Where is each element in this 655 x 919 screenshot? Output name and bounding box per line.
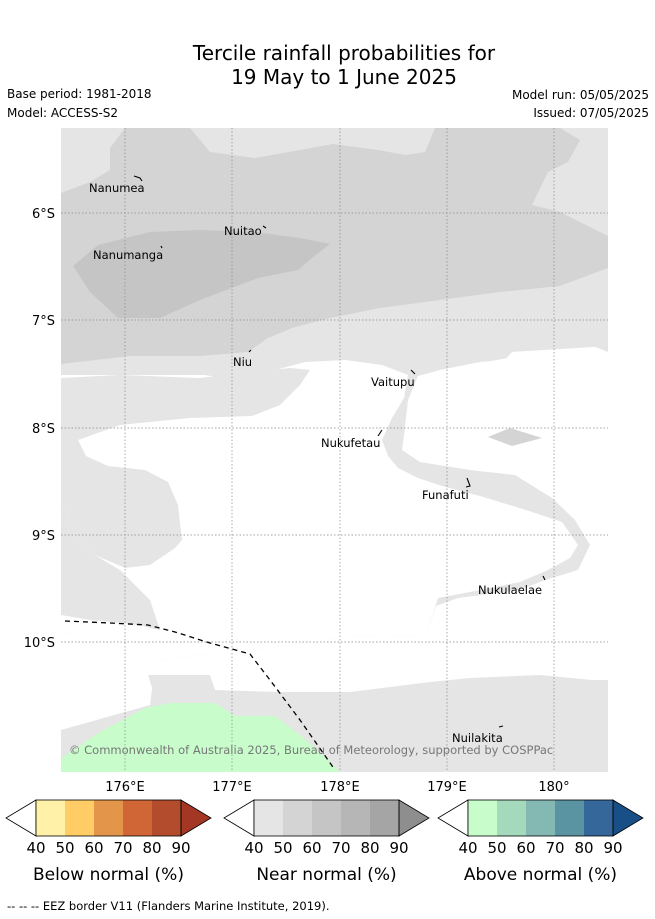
lon-label-179e: 179°E bbox=[427, 780, 467, 795]
above-normal-colorbar-extend-high bbox=[612, 799, 644, 837]
nanumea-coast bbox=[133, 175, 143, 182]
no-dominant-category-region bbox=[61, 360, 578, 662]
nuitao-coast bbox=[262, 225, 267, 229]
model-run-label: Model run: 05/05/2025 bbox=[511, 88, 649, 102]
near-normal-colorbar-band bbox=[254, 800, 283, 836]
island-label-nukufetau: Nukufetau bbox=[321, 436, 380, 450]
legend-colorbars: 40 50 60 70 80 90 Below normal (%) 40 50 60 70 80 90… bbox=[5, 799, 644, 885]
above-normal-tick-label: 70 bbox=[545, 839, 564, 857]
page-title: Tercile rainfall probabilities for 19 Ma… bbox=[0, 41, 655, 89]
near-normal-60-region bbox=[73, 230, 330, 318]
near-normal-colorbar-band bbox=[341, 800, 370, 836]
above-normal-tick-label: 40 bbox=[458, 839, 477, 857]
near-normal-tick-label: 60 bbox=[302, 839, 321, 857]
below-normal-legend-title: Below normal (%) bbox=[33, 865, 184, 885]
lat-label-7s: 7°S bbox=[32, 314, 55, 329]
lon-label-176e: 176°E bbox=[105, 780, 145, 795]
base-period-label: Base period: 1981-2018 bbox=[7, 87, 152, 101]
below-normal-colorbar-outline bbox=[35, 799, 182, 837]
island-label-nanumanga: Nanumanga bbox=[93, 248, 163, 262]
lon-label-177e: 177°E bbox=[212, 780, 252, 795]
below-normal-colorbar-extend-high bbox=[180, 799, 212, 837]
above-normal-tick-label: 50 bbox=[487, 839, 506, 857]
vaitupu-coast bbox=[410, 369, 416, 375]
eez-border-note: -- -- -- EEZ border V11 (Flanders Marine… bbox=[7, 899, 330, 913]
near-normal-tick-label: 90 bbox=[389, 839, 408, 857]
lat-label-9s: 9°S bbox=[32, 529, 55, 544]
above-normal-colorbar-band bbox=[584, 800, 613, 836]
above-normal-tick-label: 90 bbox=[603, 839, 622, 857]
funafuti-coast bbox=[465, 477, 471, 488]
eez-border-line bbox=[64, 620, 336, 771]
below-normal-tick-label: 70 bbox=[113, 839, 132, 857]
below-normal-tick-label: 40 bbox=[26, 839, 45, 857]
island-label-nukulaelae: Nukulaelae bbox=[478, 583, 542, 597]
below-normal-colorbar-extend-low bbox=[5, 799, 37, 837]
above-normal-colorbar-band bbox=[526, 800, 555, 836]
island-label-nuitao: Nuitao bbox=[224, 224, 262, 238]
graticule bbox=[61, 128, 608, 772]
island-label-funafuti: Funafuti bbox=[422, 488, 469, 502]
near-normal-50-patch-east bbox=[488, 428, 542, 446]
copyright-text: © Commonwealth of Australia 2025, Bureau… bbox=[69, 743, 553, 757]
nukulaelae-coast bbox=[542, 575, 546, 581]
below-normal-tick-label: 80 bbox=[142, 839, 161, 857]
below-normal-tick-label: 50 bbox=[55, 839, 74, 857]
near-normal-tick-label: 70 bbox=[331, 839, 350, 857]
above-normal-colorbar-outline bbox=[467, 799, 614, 837]
near-normal-colorbar-band bbox=[312, 800, 341, 836]
island-label-niu: Niu bbox=[233, 355, 252, 369]
title-line-2: 19 May to 1 June 2025 bbox=[231, 65, 457, 89]
near-normal-tick-label: 80 bbox=[360, 839, 379, 857]
lat-label-6s: 6°S bbox=[32, 207, 55, 222]
below-normal-colorbar-band bbox=[94, 800, 123, 836]
niu-coast bbox=[248, 349, 252, 353]
below-normal-colorbar-band bbox=[65, 800, 94, 836]
above-normal-tick-label: 80 bbox=[574, 839, 593, 857]
near-normal-colorbar-band bbox=[370, 800, 399, 836]
model-label: Model: ACCESS-S2 bbox=[7, 106, 119, 120]
above-normal-colorbar-band bbox=[497, 800, 526, 836]
nukufetau-coast bbox=[377, 429, 383, 437]
below-normal-colorbar-band bbox=[152, 800, 181, 836]
lat-label-10s: 10°S bbox=[24, 636, 55, 651]
above-normal-colorbar-band bbox=[555, 800, 584, 836]
below-normal-colorbar-band bbox=[123, 800, 152, 836]
lat-label-8s: 8°S bbox=[32, 422, 55, 437]
white-strip-south bbox=[61, 675, 152, 730]
island-label-nuilakita: Nuilakita bbox=[452, 731, 503, 745]
near-normal-tick-label: 40 bbox=[244, 839, 263, 857]
nanumanga-coast bbox=[160, 245, 163, 249]
near-normal-50-region bbox=[61, 128, 608, 364]
nuilakita-coast bbox=[498, 725, 504, 728]
island-label-nanumea: Nanumea bbox=[89, 181, 145, 195]
probability-shading bbox=[61, 128, 608, 772]
below-normal-tick-label: 60 bbox=[84, 839, 103, 857]
above-normal-colorbar-extend-low bbox=[437, 799, 469, 837]
lon-label-180: 180° bbox=[538, 780, 569, 795]
near-normal-colorbar-band bbox=[283, 800, 312, 836]
near-normal-legend-title: Near normal (%) bbox=[256, 865, 396, 885]
near-normal-colorbar-extend-high bbox=[398, 799, 430, 837]
issued-label: Issued: 07/05/2025 bbox=[533, 106, 649, 120]
white-strip-east bbox=[440, 347, 608, 398]
above-normal-tick-label: 60 bbox=[516, 839, 535, 857]
near-normal-colorbar-outline bbox=[253, 799, 400, 837]
lon-label-178e: 178°E bbox=[320, 780, 360, 795]
grey-island-west bbox=[61, 368, 310, 568]
above-normal-colorbar-band bbox=[468, 800, 497, 836]
near-normal-colorbar-extend-low bbox=[223, 799, 255, 837]
title-line-1: Tercile rainfall probabilities for bbox=[192, 41, 496, 65]
above-normal-legend-title: Above normal (%) bbox=[464, 865, 617, 885]
island-coastlines bbox=[133, 175, 546, 728]
island-label-vaitupu: Vaitupu bbox=[371, 375, 415, 389]
above-normal-40-region bbox=[61, 703, 340, 772]
below-normal-colorbar-band bbox=[36, 800, 65, 836]
near-normal-tick-label: 50 bbox=[273, 839, 292, 857]
below-normal-tick-label: 90 bbox=[171, 839, 190, 857]
